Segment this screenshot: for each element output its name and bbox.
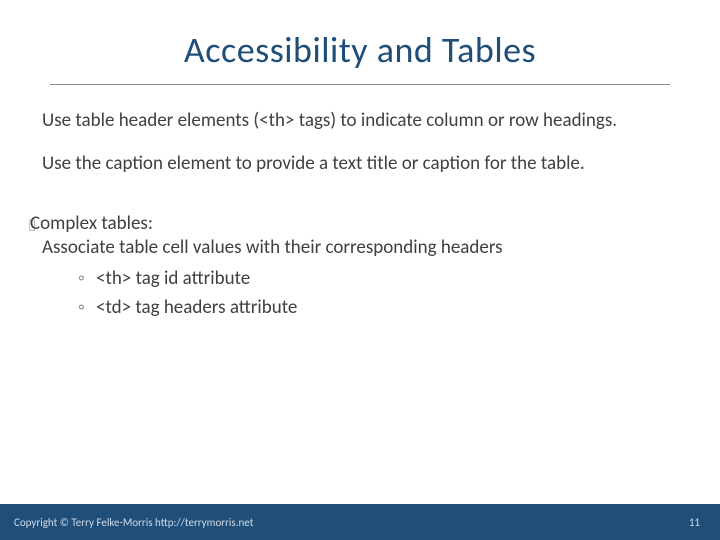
paragraph-2: Use the caption element to provide a tex… xyxy=(42,152,678,177)
paragraph-1: Use table header elements (<th> tags) to… xyxy=(42,109,678,134)
complex-desc: Associate table cell values with their c… xyxy=(42,235,678,261)
slide-footer: Copyright © Terry Felke-Morris http://te… xyxy=(0,504,720,540)
footer-copyright: Copyright © Terry Felke-Morris http://te… xyxy=(14,516,253,529)
bullet-item: <th> tag id attribute xyxy=(78,265,678,294)
slide-title: Accessibility and Tables xyxy=(0,0,720,84)
slide-container: Accessibility and Tables Use table heade… xyxy=(0,0,720,540)
complex-heading: Complex tables: xyxy=(28,212,678,235)
complex-bullets: <th> tag id attribute <td> tag headers a… xyxy=(78,265,678,322)
bullet-item: <td> tag headers attribute xyxy=(78,294,678,323)
slide-content: Use table header elements (<th> tags) to… xyxy=(0,85,720,322)
complex-tables-block: Complex tables: Associate table cell val… xyxy=(42,212,678,322)
footer-page-number: 11 xyxy=(689,516,700,529)
